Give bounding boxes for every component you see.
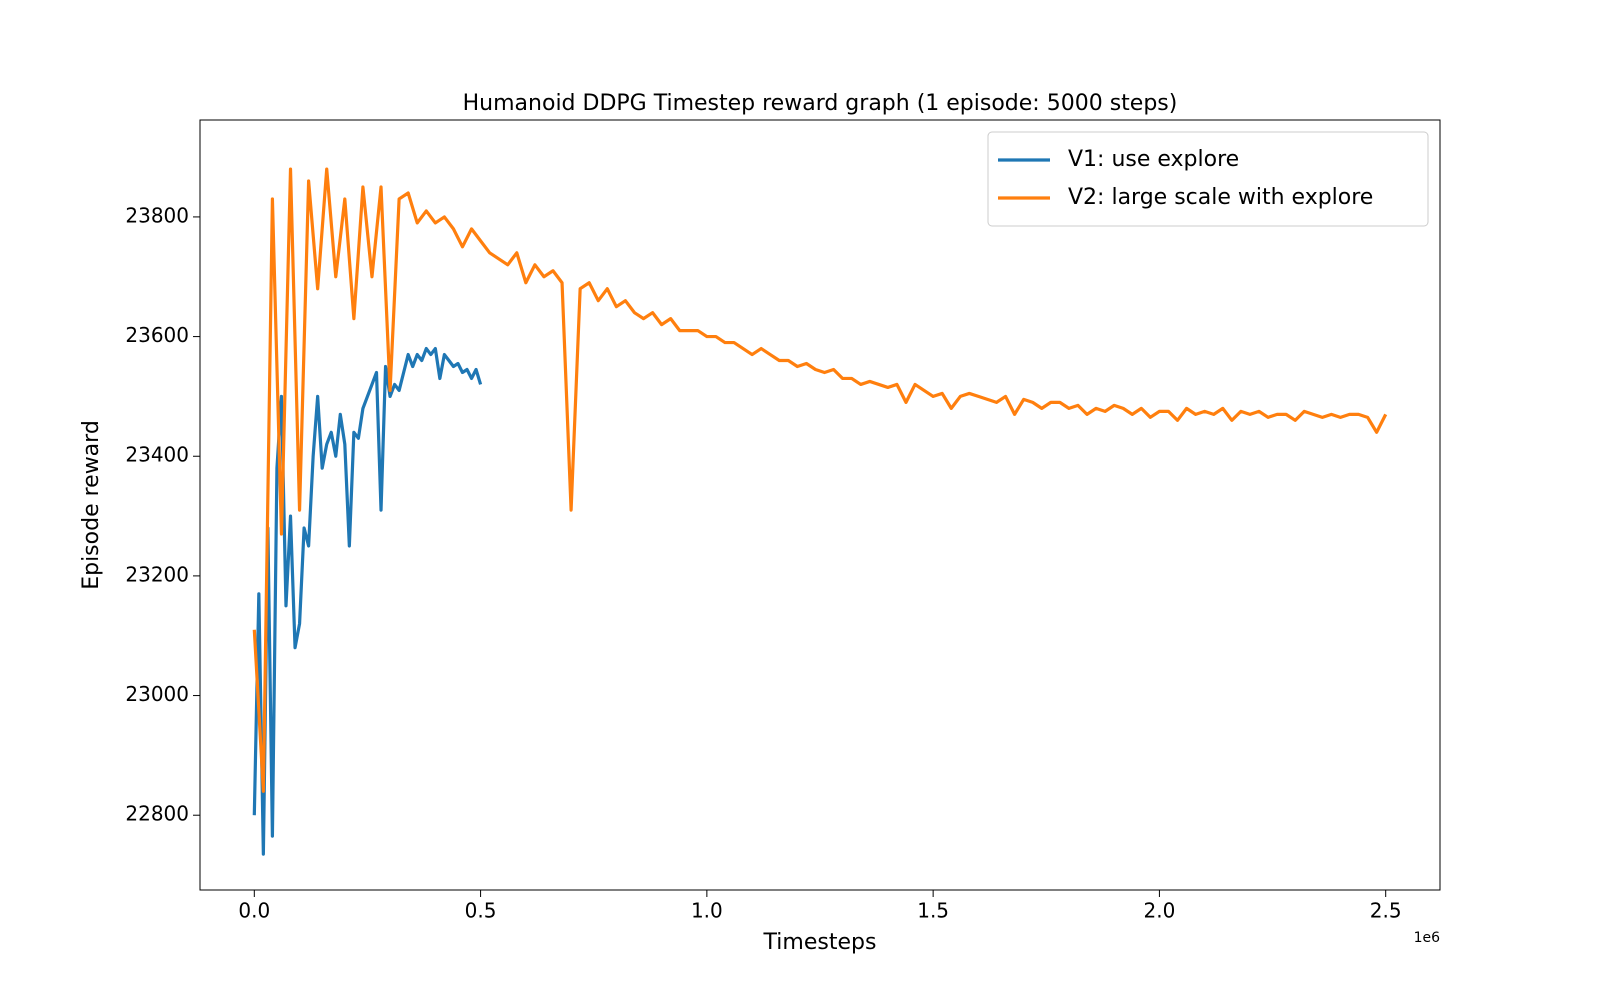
legend-label: V1: use explore [1068,147,1239,172]
x-axis-label: Timesteps [763,930,877,955]
plot-frame [199,119,1441,891]
y-tick-label: 23600 [125,323,189,347]
y-tick-label: 22800 [125,802,189,826]
legend-box [987,131,1429,227]
x-tick-label: 2.0 [1144,899,1176,923]
series-line [252,167,1388,793]
x-tick-label: 2.5 [1370,899,1402,923]
series-line [252,346,483,856]
x-tick-label: 0.0 [238,899,270,923]
y-tick-label: 23000 [125,682,189,706]
y-tick-label: 23200 [125,562,189,586]
y-axis-label: Episode reward [79,420,104,590]
x-tick-label: 1.0 [691,899,723,923]
chart-title: Humanoid DDPG Timestep reward graph (1 e… [463,91,1178,116]
y-tick-label: 23800 [125,203,189,227]
y-tick-label: 23400 [125,443,189,467]
x-tick-label: 1.5 [917,899,949,923]
legend-label: V2: large scale with explore [1068,185,1373,210]
x-tick-label: 0.5 [465,899,497,923]
x-offset-label: 1e6 [1414,930,1441,946]
